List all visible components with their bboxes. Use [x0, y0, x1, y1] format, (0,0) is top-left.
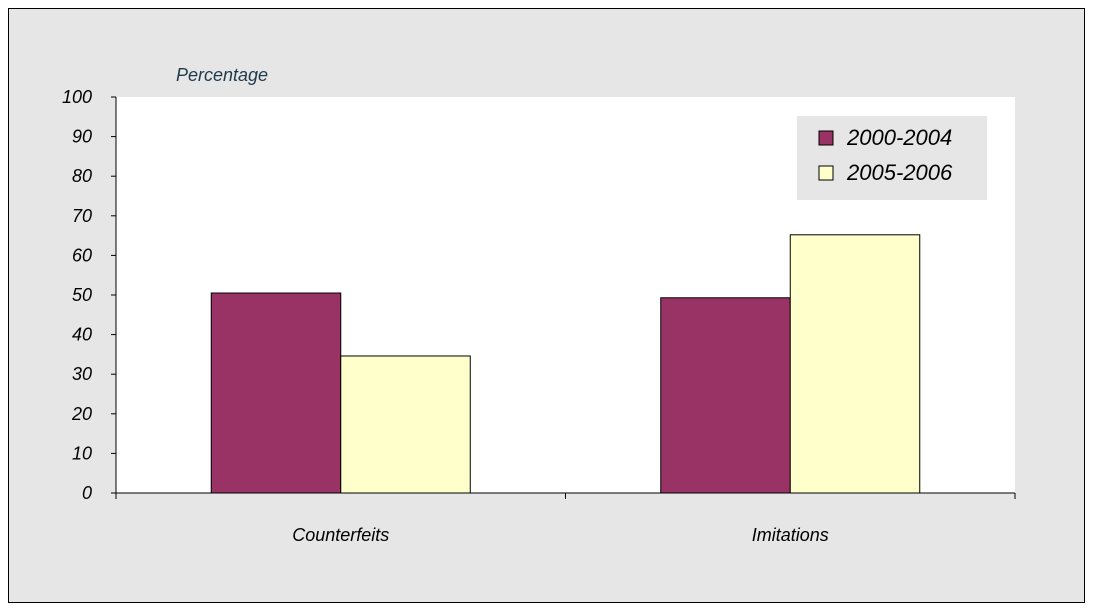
y-tick-label: 80 [72, 166, 92, 186]
y-tick-label: 60 [72, 245, 92, 265]
legend-label: 2005-2006 [846, 160, 953, 185]
x-tick-label: Imitations [752, 525, 829, 545]
y-tick-label: 90 [72, 127, 92, 147]
bar-2005-2006-Counterfeits [340, 355, 471, 494]
y-tick-label: 40 [72, 325, 92, 345]
y-tick-label: 30 [72, 364, 92, 384]
legend-swatch-2000-2004 [818, 130, 834, 146]
y-tick-label: 10 [72, 443, 92, 463]
y-tick-label: 100 [62, 87, 92, 107]
y-axis-ticks: 0 10 20 30 40 50 60 70 80 90 100 [62, 87, 116, 503]
legend-swatch-2005-2006 [818, 165, 834, 181]
y-axis-title: Percentage [176, 65, 268, 85]
bar-2000-2004-Counterfeits [210, 292, 342, 494]
x-axis-ticks: Counterfeits Imitations [115, 493, 1016, 545]
legend-box [797, 116, 987, 200]
y-tick-label: 70 [72, 206, 92, 226]
legend-label: 2000-2004 [846, 125, 952, 150]
bar-2000-2004-Imitations [660, 297, 791, 494]
y-tick-label: 50 [72, 285, 92, 305]
x-tick-label: Counterfeits [292, 525, 389, 545]
bars [210, 234, 921, 494]
bar-2005-2006-Imitations [789, 234, 921, 494]
y-tick-label: 0 [82, 483, 92, 503]
legend: 2000-2004 2005-2006 [797, 116, 987, 200]
y-tick-label: 20 [71, 404, 92, 424]
